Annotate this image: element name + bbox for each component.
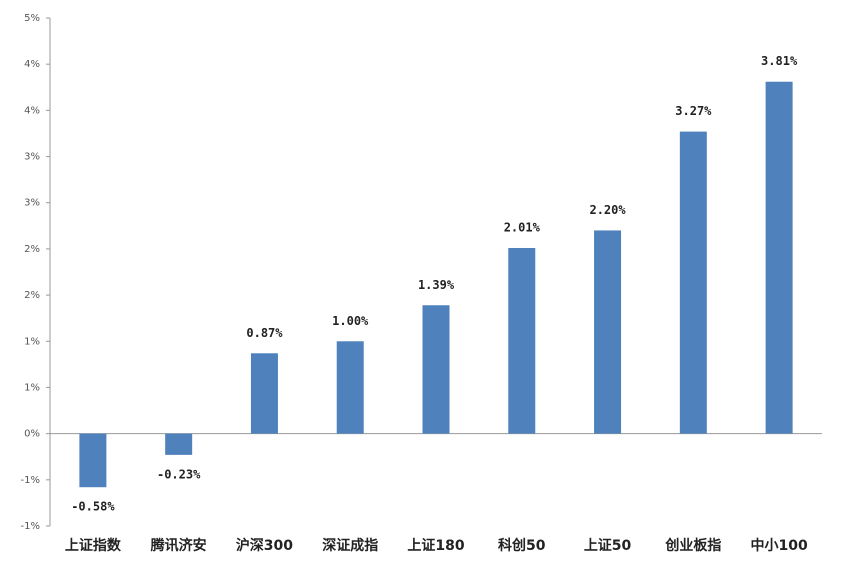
bar [679, 131, 707, 434]
y-tick-label: 4% [24, 59, 40, 70]
bar [422, 305, 450, 434]
x-tick-label: 深证成指 [322, 537, 378, 554]
value-label: -0.58% [71, 500, 115, 514]
y-tick-label: 0% [24, 429, 40, 440]
x-tick-label: 上证180 [407, 538, 464, 554]
bar [165, 433, 193, 455]
bar [336, 341, 364, 434]
y-tick-label: 1% [24, 336, 40, 347]
value-label: 1.39% [418, 278, 455, 292]
value-label: -0.23% [157, 467, 201, 481]
y-tick-label: 1% [24, 382, 40, 393]
y-tick-label: 5% [24, 13, 40, 24]
x-tick-label: 科创50 [498, 537, 546, 554]
y-tick-label: 3% [24, 198, 40, 209]
y-tick-label: -1% [21, 475, 40, 486]
x-tick-label: 上证50 [584, 538, 632, 554]
y-tick-label: 4% [24, 105, 40, 116]
bar [594, 230, 622, 434]
x-tick-label: 沪深300 [236, 537, 293, 554]
x-tick-label: 创业板指 [664, 537, 721, 554]
x-tick-label: 中小100 [750, 537, 807, 554]
x-tick-label: 腾讯济安 [151, 537, 207, 554]
value-label: 3.27% [675, 104, 712, 118]
bar [508, 247, 536, 434]
y-tick-label: -1% [21, 521, 40, 532]
bar [765, 81, 793, 434]
y-tick-label: 2% [24, 290, 40, 301]
y-tick-label: 3% [24, 152, 40, 163]
value-label: 2.01% [504, 220, 541, 234]
x-tick-label: 上证指数 [65, 537, 122, 554]
value-label: 2.20% [589, 203, 626, 217]
value-label: 1.00% [332, 314, 369, 328]
value-label: 0.87% [246, 326, 283, 340]
value-label: 3.81% [761, 54, 798, 68]
bar [250, 353, 278, 434]
bar [79, 433, 107, 488]
y-tick-label: 2% [24, 244, 40, 255]
